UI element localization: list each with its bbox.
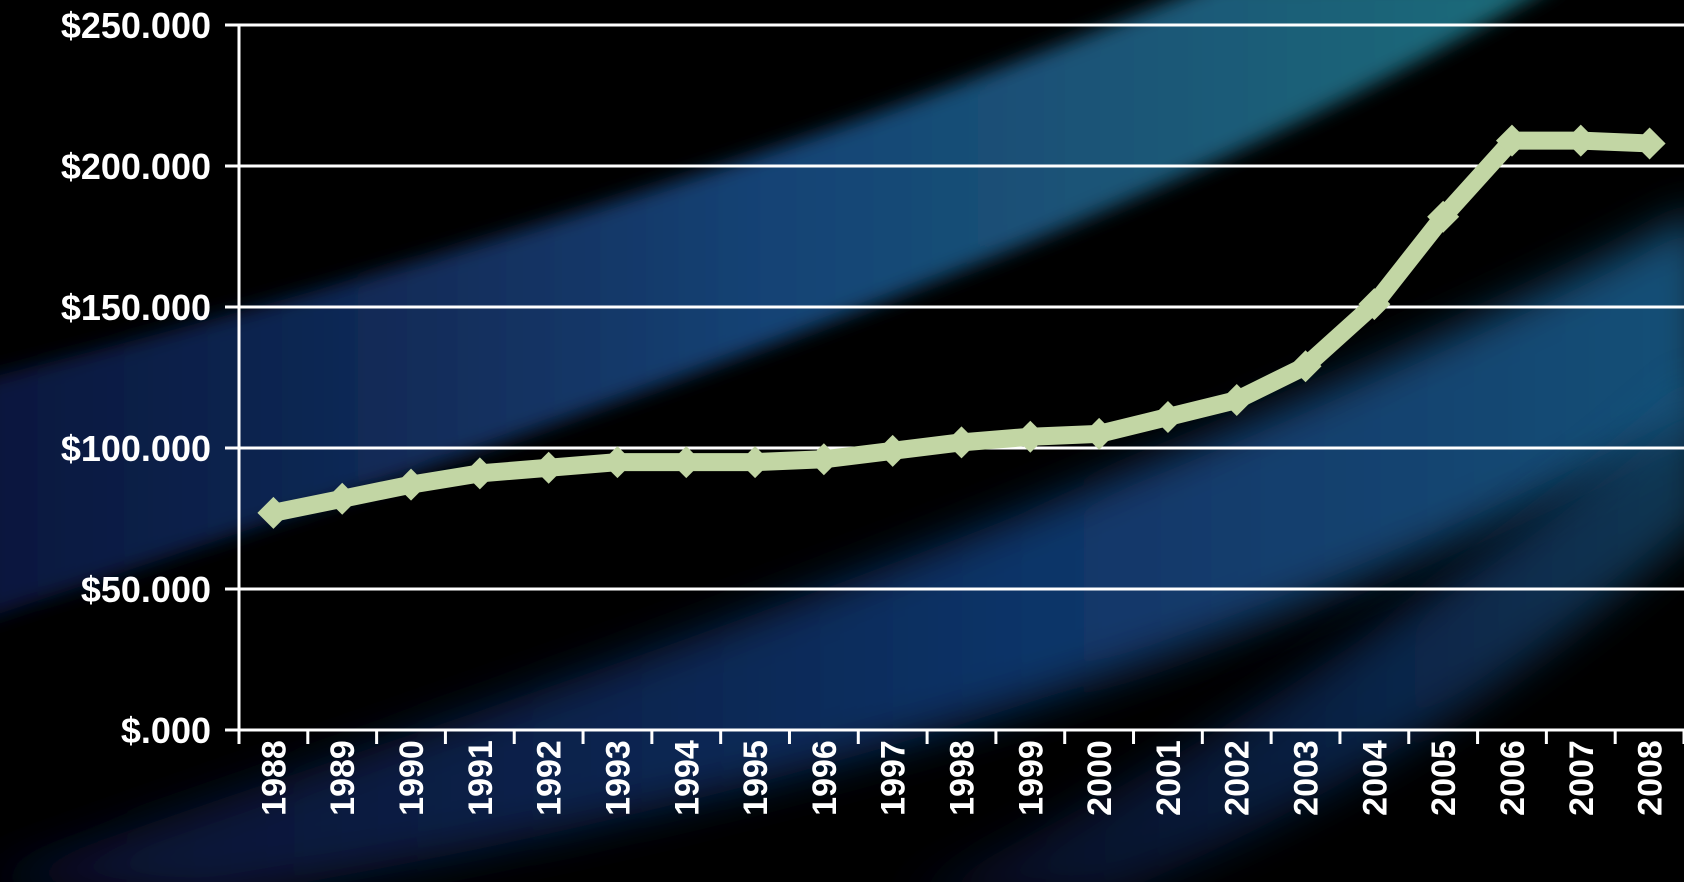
data-point-1996 (807, 443, 840, 476)
data-point-1990 (395, 468, 428, 501)
axis-layer (225, 23, 1684, 744)
x-tick-label-2002: 2002 (1219, 740, 1257, 816)
x-tick-label-1990: 1990 (393, 740, 431, 816)
data-point-1998 (945, 426, 978, 459)
x-tick-labels: 1988 1989 1990 1991 1992 1993 1994 1995 1996 1997… (255, 740, 1669, 816)
x-tick-label-1998: 1998 (944, 740, 982, 816)
x-tick-label-1999: 1999 (1012, 740, 1050, 816)
data-point-2002 (1220, 384, 1253, 417)
x-tick-label-1996: 1996 (806, 740, 844, 816)
background-band-lower (0, 220, 1684, 882)
x-tick-label-1997: 1997 (875, 740, 913, 816)
x-tick-label-1992: 1992 (531, 740, 569, 816)
background-band-bottom (937, 397, 1684, 882)
x-tick-label-2003: 2003 (1288, 740, 1326, 816)
x-tick-label-1988: 1988 (255, 740, 293, 816)
x-tick-label-2006: 2006 (1494, 740, 1532, 816)
data-point-1992 (532, 451, 565, 484)
series-layer (257, 124, 1666, 529)
data-point-2008 (1633, 127, 1666, 160)
data-point-1988 (257, 496, 290, 529)
y-tick-label: $.000 (121, 710, 211, 751)
data-point-2006 (1495, 124, 1528, 157)
data-point-2004 (1358, 288, 1391, 321)
data-point-2007 (1564, 124, 1597, 157)
data-point-2000 (1083, 417, 1116, 450)
data-point-1999 (1014, 420, 1047, 453)
x-tick-label-2008: 2008 (1632, 740, 1670, 816)
x-tick-label-2005: 2005 (1425, 740, 1463, 816)
x-tick-label-1994: 1994 (668, 740, 706, 816)
x-tick-label-2007: 2007 (1563, 740, 1601, 816)
y-tick-label: $100.000 (61, 428, 211, 469)
x-tick-label-2000: 2000 (1081, 740, 1119, 816)
y-tick-label: $200.000 (61, 146, 211, 187)
data-point-1993 (601, 446, 634, 479)
y-tick-label: $250.000 (61, 5, 211, 46)
y-tick-labels: $.000 $50.000 $100.000 $150.000 $200.000 $250… (61, 5, 211, 751)
x-tick-label-1991: 1991 (462, 740, 500, 816)
x-tick-label-2004: 2004 (1356, 740, 1394, 816)
data-point-1991 (463, 457, 496, 490)
y-tick-label: $50.000 (81, 569, 211, 610)
x-tick-label-1995: 1995 (737, 740, 775, 816)
data-point-2001 (1151, 400, 1184, 433)
x-tick-label-1989: 1989 (324, 740, 362, 816)
data-point-1989 (326, 482, 359, 515)
data-point-1995 (739, 446, 772, 479)
x-tick-label-2001: 2001 (1150, 740, 1188, 816)
data-point-2005 (1427, 200, 1460, 233)
data-point-2003 (1289, 350, 1322, 383)
data-point-1994 (670, 446, 703, 479)
y-tick-label: $150.000 (61, 287, 211, 328)
data-point-1997 (876, 434, 909, 467)
x-tick-label-1993: 1993 (599, 740, 637, 816)
